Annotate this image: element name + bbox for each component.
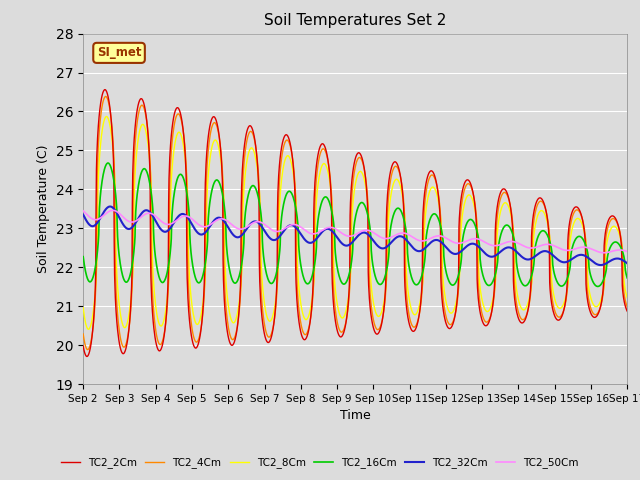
TC2_32Cm: [597, 262, 605, 268]
TC2_4Cm: [511, 291, 519, 297]
TC2_8Cm: [511, 275, 519, 281]
TC2_16Cm: [623, 275, 631, 281]
TC2_4Cm: [262, 328, 269, 334]
TC2_8Cm: [84, 326, 92, 332]
Title: Soil Temperatures Set 2: Soil Temperatures Set 2: [264, 13, 446, 28]
TC2_50Cm: [623, 249, 631, 254]
TC2_4Cm: [188, 324, 196, 329]
Text: SI_met: SI_met: [97, 47, 141, 60]
Line: TC2_4Cm: TC2_4Cm: [83, 96, 627, 349]
TC2_2Cm: [440, 313, 448, 319]
TC2_2Cm: [559, 309, 567, 315]
Legend: TC2_2Cm, TC2_4Cm, TC2_8Cm, TC2_16Cm, TC2_32Cm, TC2_50Cm: TC2_2Cm, TC2_4Cm, TC2_8Cm, TC2_16Cm, TC2…: [57, 453, 583, 472]
TC2_4Cm: [79, 331, 87, 337]
TC2_16Cm: [201, 265, 209, 271]
TC2_16Cm: [440, 253, 448, 259]
TC2_8Cm: [103, 114, 111, 120]
TC2_4Cm: [440, 304, 448, 310]
Line: TC2_16Cm: TC2_16Cm: [83, 163, 627, 287]
TC2_16Cm: [559, 283, 567, 288]
TC2_4Cm: [84, 347, 92, 352]
TC2_50Cm: [559, 247, 567, 252]
TC2_32Cm: [511, 247, 519, 253]
TC2_2Cm: [188, 335, 196, 340]
TC2_50Cm: [188, 216, 195, 221]
TC2_4Cm: [623, 304, 631, 310]
TC2_8Cm: [623, 295, 631, 300]
TC2_8Cm: [201, 277, 209, 283]
TC2_50Cm: [109, 207, 116, 213]
TC2_8Cm: [188, 300, 196, 306]
TC2_32Cm: [559, 259, 567, 265]
TC2_2Cm: [101, 87, 109, 93]
TC2_50Cm: [201, 224, 209, 229]
X-axis label: Time: Time: [340, 409, 371, 422]
TC2_16Cm: [188, 252, 195, 258]
TC2_32Cm: [106, 204, 114, 209]
TC2_4Cm: [559, 309, 567, 314]
TC2_2Cm: [623, 308, 631, 314]
Line: TC2_8Cm: TC2_8Cm: [83, 117, 627, 329]
TC2_2Cm: [262, 336, 269, 342]
TC2_8Cm: [559, 302, 567, 308]
TC2_2Cm: [83, 354, 91, 360]
TC2_32Cm: [440, 242, 448, 248]
TC2_32Cm: [201, 230, 209, 236]
TC2_50Cm: [600, 250, 607, 256]
TC2_4Cm: [102, 94, 109, 99]
TC2_16Cm: [79, 254, 87, 260]
TC2_50Cm: [262, 222, 269, 228]
Line: TC2_2Cm: TC2_2Cm: [83, 90, 627, 357]
TC2_50Cm: [79, 208, 87, 214]
TC2_32Cm: [79, 212, 87, 217]
TC2_4Cm: [201, 277, 209, 283]
TC2_2Cm: [79, 343, 87, 349]
TC2_16Cm: [511, 240, 519, 246]
TC2_32Cm: [623, 261, 631, 266]
TC2_2Cm: [201, 202, 209, 207]
TC2_2Cm: [511, 301, 519, 307]
TC2_16Cm: [262, 266, 269, 272]
Line: TC2_32Cm: TC2_32Cm: [83, 206, 627, 265]
TC2_32Cm: [262, 229, 269, 235]
TC2_50Cm: [511, 239, 519, 245]
TC2_32Cm: [188, 220, 195, 226]
TC2_50Cm: [440, 234, 448, 240]
TC2_8Cm: [79, 305, 87, 311]
Y-axis label: Soil Temperature (C): Soil Temperature (C): [37, 144, 50, 273]
TC2_16Cm: [594, 284, 602, 289]
TC2_16Cm: [104, 160, 112, 166]
Line: TC2_50Cm: TC2_50Cm: [83, 210, 627, 253]
TC2_8Cm: [440, 288, 448, 294]
TC2_8Cm: [262, 309, 269, 315]
